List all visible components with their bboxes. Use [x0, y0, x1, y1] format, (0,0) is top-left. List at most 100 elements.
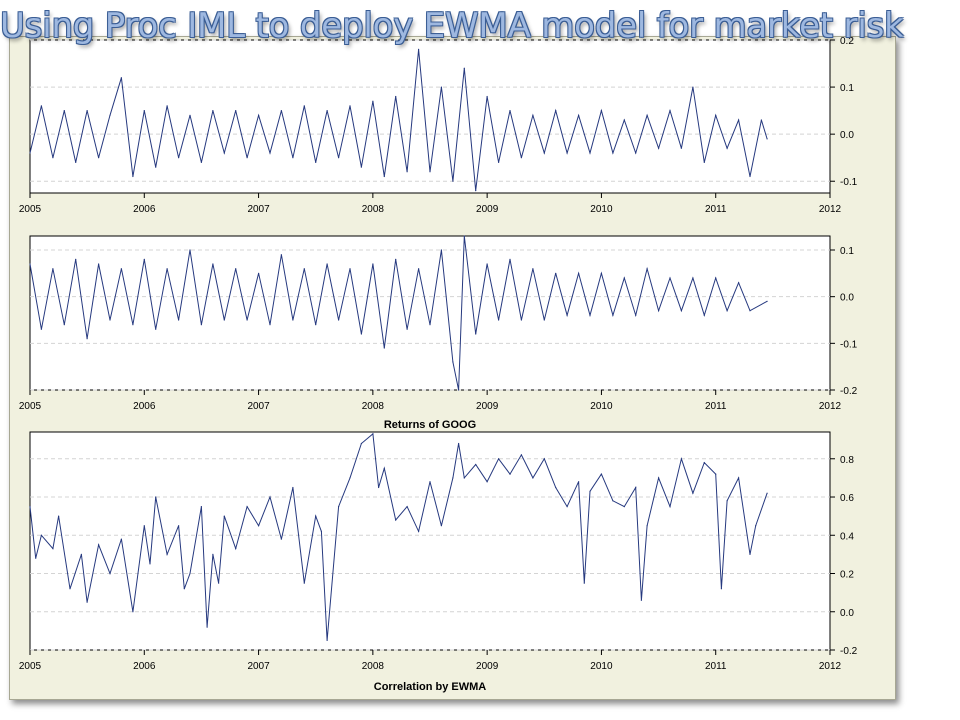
- data-point: [40, 534, 43, 536]
- data-point: [292, 319, 294, 321]
- data-point: [646, 268, 648, 270]
- data-point: [269, 496, 271, 498]
- data-point: [132, 324, 134, 326]
- data-point: [738, 282, 740, 284]
- data-point: [658, 310, 660, 312]
- data-point: [520, 319, 523, 321]
- data-point: [258, 272, 260, 274]
- data-point: [292, 486, 294, 489]
- data-point: [200, 324, 202, 326]
- x-tick-label: 2011: [705, 401, 727, 412]
- data-point: [406, 506, 408, 508]
- data-point: [555, 110, 557, 112]
- x-tick-label: 2011: [705, 661, 727, 672]
- data-point: [566, 314, 568, 316]
- data-point: [303, 268, 305, 270]
- data-point: [235, 268, 237, 270]
- chart-2: -0.2 -0.1 0.0 0.1 2005 2006 2007 2008 2009 2010 20…: [19, 235, 858, 431]
- data-point: [98, 544, 100, 546]
- data-point: [29, 152, 31, 154]
- x-tick-label: 2008: [362, 401, 385, 412]
- data-point: [703, 462, 705, 464]
- x-tick-label: 2010: [590, 204, 613, 215]
- data-point: [749, 553, 751, 556]
- data-point: [583, 582, 585, 584]
- data-point: [235, 110, 237, 112]
- data-point: [458, 389, 460, 391]
- data-point: [726, 500, 728, 502]
- series-line: [29, 49, 768, 191]
- data-point: [640, 599, 643, 601]
- data-point: [349, 477, 351, 479]
- data-point: [726, 310, 728, 312]
- data-point: [35, 557, 37, 559]
- x-tick-label: 2007: [247, 661, 270, 672]
- y-tick-label: 0.6: [840, 493, 854, 504]
- data-point: [86, 110, 88, 112]
- data-point: [669, 110, 671, 112]
- data-point: [635, 152, 637, 154]
- data-point: [555, 486, 557, 489]
- data-point: [738, 119, 740, 121]
- chart-3: -0.2 0.0 0.2 0.4 0.6 0.8 2005 2006 2007 2008 2009 2…: [19, 431, 858, 693]
- x-tick-label: 2007: [247, 401, 270, 412]
- series-line: [29, 432, 768, 641]
- data-point: [395, 258, 397, 260]
- data-point: [418, 530, 420, 533]
- data-point: [738, 477, 740, 479]
- data-point: [429, 481, 431, 483]
- data-point: [452, 180, 454, 182]
- data-point: [383, 175, 385, 178]
- data-point: [40, 105, 43, 107]
- data-point: [703, 314, 705, 316]
- data-point: [589, 314, 591, 316]
- x-tick-label: 2012: [819, 661, 842, 672]
- data-point: [183, 588, 185, 590]
- data-point: [749, 310, 751, 312]
- data-point: [132, 175, 134, 178]
- data-point: [166, 105, 168, 107]
- data-point: [29, 263, 31, 265]
- data-point: [498, 458, 500, 460]
- data-point: [578, 114, 580, 116]
- data-point: [498, 161, 500, 163]
- data-point: [155, 496, 157, 498]
- data-point: [109, 572, 111, 575]
- data-point: [86, 338, 88, 340]
- data-point: [258, 114, 260, 116]
- data-point: [612, 152, 614, 154]
- data-point: [383, 347, 385, 349]
- data-point: [315, 515, 317, 517]
- data-point: [280, 538, 282, 540]
- data-point: [189, 572, 191, 575]
- x-tick-label: 2006: [133, 661, 156, 672]
- x-tick-label: 2011: [705, 204, 727, 215]
- slide-title-text: Using Proc IML to deploy EWMA model for …: [0, 6, 904, 46]
- data-point: [349, 268, 351, 270]
- slide-title: Using Proc IML to deploy EWMA model for …: [0, 6, 960, 56]
- data-point: [600, 272, 603, 274]
- data-point: [120, 268, 122, 270]
- data-point: [75, 258, 77, 260]
- data-point: [212, 110, 214, 112]
- data-point: [692, 86, 694, 88]
- data-point: [509, 110, 511, 112]
- data-point: [269, 152, 271, 154]
- data-point: [715, 114, 717, 116]
- data-point: [143, 110, 145, 112]
- data-point: [669, 506, 671, 508]
- data-point: [486, 481, 488, 483]
- data-point: [200, 506, 202, 508]
- data-point: [623, 277, 625, 279]
- data-point: [429, 171, 431, 173]
- data-point: [715, 473, 717, 475]
- data-point: [680, 147, 683, 149]
- data-point: [98, 157, 100, 159]
- x-tick-label: 2006: [133, 204, 156, 215]
- chart-1: -0.1 0.0 0.1 0.2 2005 2006 2007 2008 2009 2010 201…: [19, 36, 858, 215]
- data-point: [532, 114, 534, 116]
- data-point: [658, 477, 660, 479]
- data-point: [98, 263, 100, 265]
- x-tick-label: 2005: [19, 204, 42, 215]
- data-point: [338, 319, 340, 321]
